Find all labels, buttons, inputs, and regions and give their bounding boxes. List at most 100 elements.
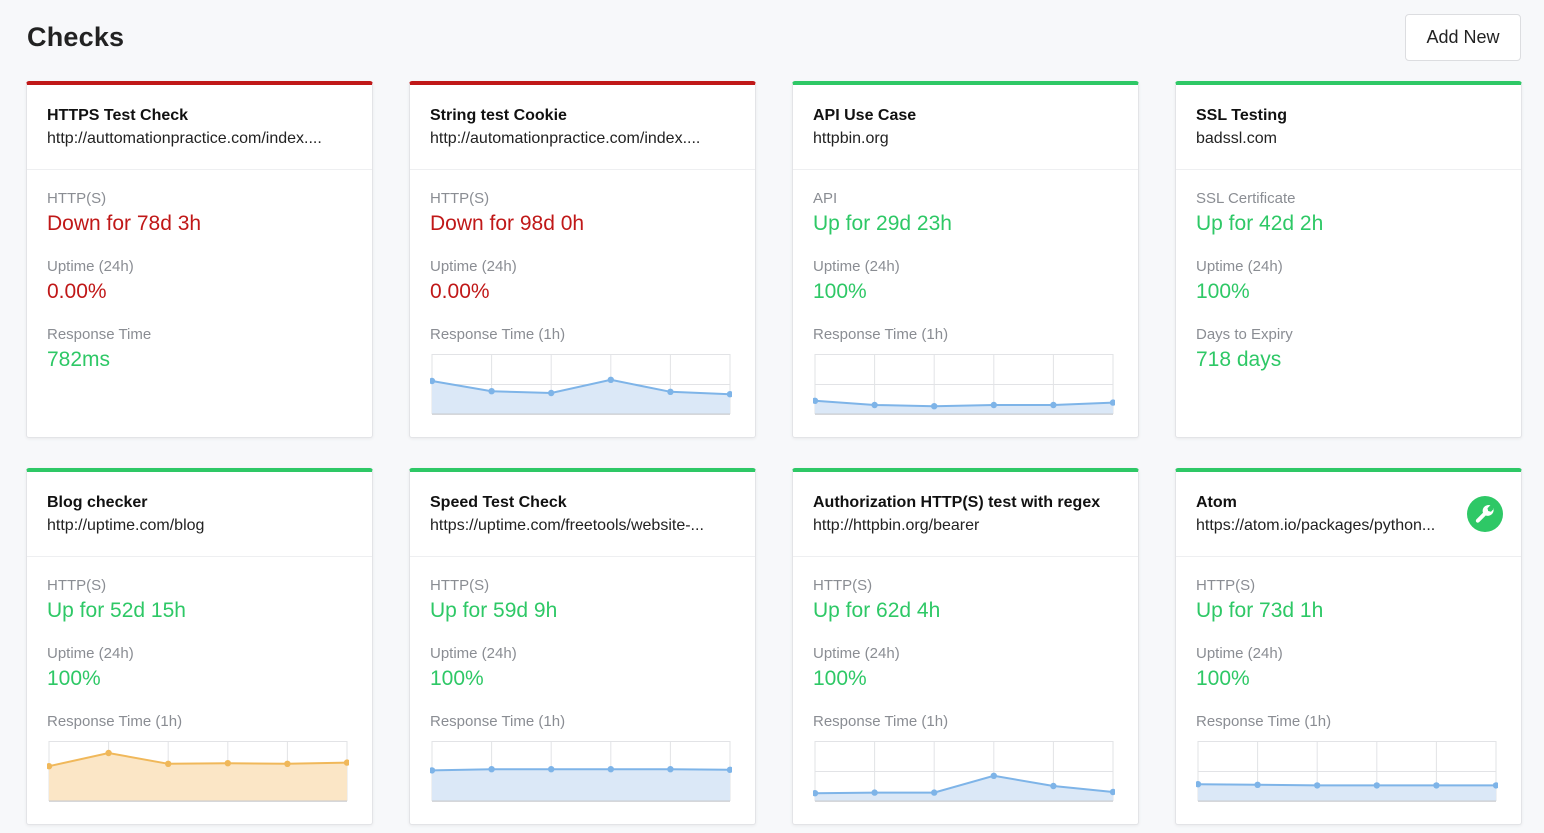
chart-point <box>165 760 172 767</box>
card-body: HTTP(S) Up for 59d 9h Uptime (24h) 100% … <box>410 557 755 730</box>
status-value: Up for 42d 2h <box>1196 212 1324 235</box>
chart-point <box>1492 782 1498 789</box>
chart-point <box>607 766 614 773</box>
metric-label: Days to Expiry <box>1196 326 1293 343</box>
check-card[interactable]: Authorization HTTP(S) test with regex ht… <box>792 468 1139 825</box>
chart-line <box>814 774 1114 795</box>
uptime-label: Uptime (24h) <box>47 258 134 275</box>
status-value: Down for 78d 3h <box>47 212 202 235</box>
status-value: Down for 98d 0h <box>430 212 585 235</box>
chart-point <box>1050 782 1057 790</box>
check-name[interactable]: Blog checker <box>47 494 148 511</box>
card-header: Speed Test Check https://uptime.com/free… <box>410 472 755 557</box>
status-value: Up for 52d 15h <box>47 599 186 622</box>
card-header: Authorization HTTP(S) test with regex ht… <box>793 472 1138 557</box>
metric-label: Response Time (1h) <box>430 713 566 730</box>
chart-area <box>1198 784 1496 801</box>
chart-point <box>488 388 495 395</box>
add-new-button[interactable]: Add New <box>1405 14 1521 61</box>
chart-point <box>1109 399 1115 406</box>
check-name[interactable]: SSL Testing <box>1196 107 1287 124</box>
chart-point <box>430 377 436 385</box>
card-body: HTTP(S) Up for 73d 1h Uptime (24h) 100% … <box>1176 557 1521 730</box>
chart-point <box>343 759 349 766</box>
uptime-label: Uptime (24h) <box>430 645 517 662</box>
status-value: Up for 62d 4h <box>813 599 941 622</box>
response-time-chart <box>47 741 349 802</box>
uptime-label: Uptime (24h) <box>47 645 134 662</box>
chart-area <box>49 753 347 801</box>
chart-point <box>726 766 732 773</box>
metric-value: 718 days <box>1196 348 1282 371</box>
check-name[interactable]: Atom <box>1196 494 1237 511</box>
check-card[interactable]: Speed Test Check https://uptime.com/free… <box>409 468 756 825</box>
metric-label: Response Time (1h) <box>430 326 566 343</box>
checks-grid: HTTPS Test Check http://auttomationpract… <box>26 81 1522 825</box>
check-card[interactable]: API Use Case httpbin.org API Up for 29d … <box>792 81 1139 438</box>
uptime-label: Uptime (24h) <box>813 258 900 275</box>
check-url: https://uptime.com/freetools/website-... <box>430 517 704 534</box>
check-url: http://auttomationpractice.com/index.... <box>47 130 322 147</box>
card-header: API Use Case httpbin.org <box>793 85 1138 170</box>
check-type-label: HTTP(S) <box>813 577 873 594</box>
check-card[interactable]: HTTPS Test Check http://auttomationpract… <box>26 81 373 438</box>
card-header: SSL Testing badssl.com <box>1176 85 1521 170</box>
uptime-value: 0.00% <box>430 280 490 303</box>
check-url: badssl.com <box>1196 130 1277 147</box>
check-card[interactable]: Atom https://atom.io/packages/python... … <box>1175 468 1522 825</box>
uptime-value: 100% <box>1196 280 1250 303</box>
check-type-label: HTTP(S) <box>47 577 107 594</box>
chart-point <box>813 397 819 404</box>
uptime-label: Uptime (24h) <box>813 645 900 662</box>
chart-point <box>1050 401 1057 409</box>
check-name[interactable]: Authorization HTTP(S) test with regex <box>813 494 1101 511</box>
wrench-icon[interactable] <box>1467 496 1503 532</box>
status-value: Up for 59d 9h <box>430 599 558 622</box>
status-value: Up for 73d 1h <box>1196 599 1324 622</box>
check-type-label: HTTP(S) <box>430 577 490 594</box>
chart-point <box>607 376 614 383</box>
card-header: HTTPS Test Check http://auttomationpract… <box>27 85 372 170</box>
chart-line <box>1197 783 1496 787</box>
check-url: http://uptime.com/blog <box>47 517 205 534</box>
check-name[interactable]: API Use Case <box>813 107 917 124</box>
check-name[interactable]: HTTPS Test Check <box>47 107 189 124</box>
card-header: Atom https://atom.io/packages/python... <box>1176 472 1521 557</box>
chart-point <box>548 766 555 773</box>
chart-area <box>815 400 1113 414</box>
card-header: String test Cookie http://automationprac… <box>410 85 755 170</box>
check-card[interactable]: String test Cookie http://automationprac… <box>409 81 756 438</box>
chart-point <box>1373 782 1380 789</box>
chart-point <box>990 772 997 779</box>
check-url: https://atom.io/packages/python... <box>1196 517 1436 534</box>
chart-point <box>1433 782 1440 789</box>
check-type-label: HTTP(S) <box>47 190 107 207</box>
chart-line <box>814 399 1114 408</box>
check-type-label: HTTP(S) <box>430 190 490 207</box>
chart-point <box>990 401 997 409</box>
check-url: httpbin.org <box>813 130 889 147</box>
page-title: Checks <box>27 22 125 52</box>
uptime-value: 100% <box>1196 667 1250 690</box>
chart-point <box>1196 781 1202 788</box>
chart-point <box>47 763 53 770</box>
chart-point <box>931 789 938 796</box>
uptime-label: Uptime (24h) <box>1196 258 1283 275</box>
chart-point <box>667 388 674 395</box>
card-body: SSL Certificate Up for 42d 2h Uptime (24… <box>1176 170 1521 372</box>
check-type-label: HTTP(S) <box>1196 577 1256 594</box>
metric-label: Response Time (1h) <box>1196 713 1332 730</box>
check-name[interactable]: Speed Test Check <box>430 494 567 511</box>
uptime-value: 100% <box>813 280 867 303</box>
card-body: HTTP(S) Down for 98d 0h Uptime (24h) 0.0… <box>410 170 755 343</box>
metric-label: Response Time (1h) <box>813 713 949 730</box>
check-url: http://automationpractice.com/index.... <box>430 130 701 147</box>
uptime-label: Uptime (24h) <box>430 258 517 275</box>
chart-point <box>931 403 938 410</box>
check-card[interactable]: SSL Testing badssl.com SSL Certificate U… <box>1175 81 1522 438</box>
check-card[interactable]: Blog checker http://uptime.com/blog HTTP… <box>26 468 373 825</box>
chart-point <box>726 391 732 398</box>
check-name[interactable]: String test Cookie <box>430 107 567 124</box>
uptime-value: 0.00% <box>47 280 107 303</box>
response-time-chart <box>813 354 1115 415</box>
